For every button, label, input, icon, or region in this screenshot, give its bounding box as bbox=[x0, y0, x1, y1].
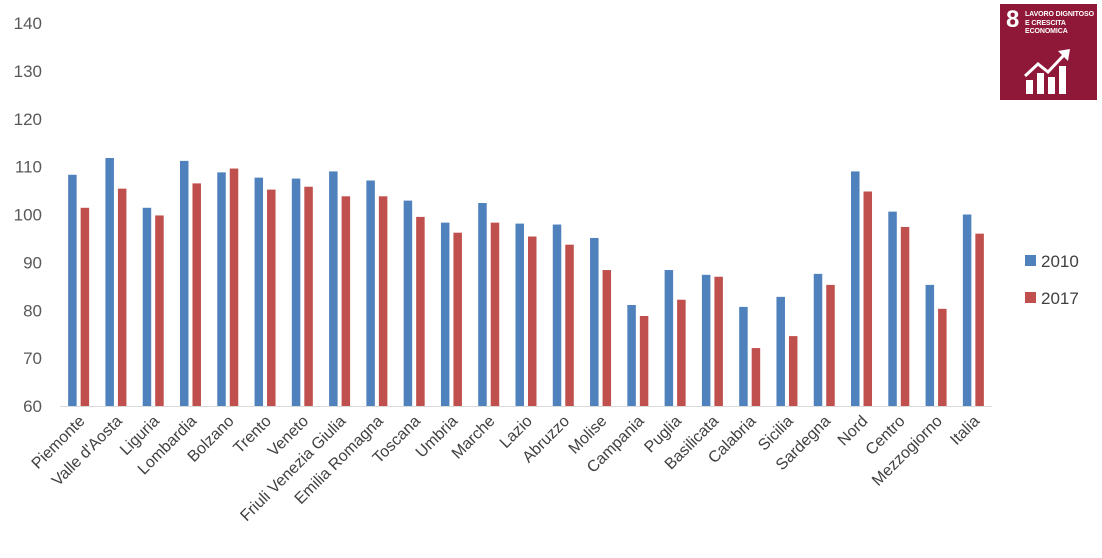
bar-2010 bbox=[217, 172, 226, 406]
bar-2017 bbox=[117, 188, 127, 406]
bar-2010 bbox=[925, 284, 935, 406]
bar-2017 bbox=[192, 183, 201, 406]
bar-2010 bbox=[403, 200, 413, 406]
bar-2010 bbox=[179, 160, 189, 406]
bar-2017 bbox=[677, 299, 686, 406]
y-tick-label: 120 bbox=[14, 110, 42, 129]
bar-2017 bbox=[528, 236, 537, 406]
bar-2017 bbox=[304, 186, 313, 406]
sdg-badge-text: LAVORO DIGNITOSO E CRESCITA ECONOMICA bbox=[1025, 11, 1094, 35]
y-tick-label: 100 bbox=[14, 206, 42, 225]
sdg-8-badge: 8 LAVORO DIGNITOSO E CRESCITA ECONOMICA bbox=[1000, 4, 1097, 100]
bar-2010 bbox=[329, 171, 338, 406]
bar-2010 bbox=[291, 178, 301, 406]
bar-2010 bbox=[478, 203, 487, 406]
bar-2017 bbox=[975, 233, 984, 406]
bar-2010 bbox=[68, 174, 77, 406]
legend-swatch-2017 bbox=[1025, 292, 1036, 303]
bar-2010 bbox=[142, 207, 152, 406]
bar-2010 bbox=[776, 296, 785, 406]
bar-2017 bbox=[267, 189, 276, 406]
y-tick-label: 60 bbox=[23, 397, 42, 416]
bar-2017 bbox=[341, 196, 351, 406]
bar-2010 bbox=[515, 223, 524, 406]
legend-label: 2017 bbox=[1041, 289, 1079, 308]
bar-2017 bbox=[602, 270, 612, 406]
bar-2017 bbox=[453, 232, 462, 406]
bar-2010 bbox=[440, 222, 450, 406]
y-tick-label: 130 bbox=[14, 62, 42, 81]
bar-2010 bbox=[254, 177, 264, 406]
bar-2017 bbox=[900, 226, 910, 406]
bar-2017 bbox=[416, 216, 425, 406]
bar-2010 bbox=[888, 211, 897, 406]
bar-2010 bbox=[813, 273, 823, 406]
y-tick-label: 90 bbox=[23, 253, 42, 272]
bar-2017 bbox=[565, 244, 574, 406]
bar-2017 bbox=[826, 284, 835, 406]
bar-2010 bbox=[366, 180, 375, 406]
bars bbox=[68, 158, 984, 406]
bar-2017 bbox=[938, 308, 947, 406]
bar-2017 bbox=[751, 348, 761, 406]
y-tick-label: 140 bbox=[14, 14, 42, 33]
bar-2017 bbox=[490, 222, 500, 406]
bar-2010 bbox=[664, 270, 674, 406]
legend-swatch-2010 bbox=[1025, 255, 1036, 266]
sdg-badge-number: 8 bbox=[1006, 6, 1020, 33]
y-axis: 60 70 80 90 100 110 120 130 140 bbox=[14, 14, 42, 416]
bar-2017 bbox=[229, 168, 239, 406]
bar-2010 bbox=[701, 274, 711, 406]
bar-2010 bbox=[552, 224, 562, 406]
bar-2010 bbox=[105, 158, 114, 406]
bar-2017 bbox=[155, 215, 164, 406]
bar-2010 bbox=[851, 171, 860, 406]
bar-2010 bbox=[590, 237, 599, 406]
bar-2017 bbox=[863, 191, 873, 406]
bar-2010 bbox=[739, 306, 748, 406]
legend: 2010 2017 bbox=[1025, 252, 1079, 308]
legend-label: 2010 bbox=[1041, 252, 1079, 271]
bar-2010 bbox=[627, 304, 636, 406]
bar-2017 bbox=[80, 207, 90, 406]
bar-2010 bbox=[962, 214, 972, 406]
bar-2017 bbox=[639, 315, 649, 406]
y-tick-label: 110 bbox=[15, 158, 42, 177]
bar-2017 bbox=[714, 276, 723, 406]
bar-2017 bbox=[788, 336, 798, 406]
y-tick-label: 80 bbox=[23, 301, 42, 320]
growth-chart-arrow-icon bbox=[1024, 49, 1070, 94]
bar-2017 bbox=[378, 196, 388, 406]
y-tick-label: 70 bbox=[23, 349, 42, 368]
x-tick-label: Italia bbox=[947, 413, 983, 449]
